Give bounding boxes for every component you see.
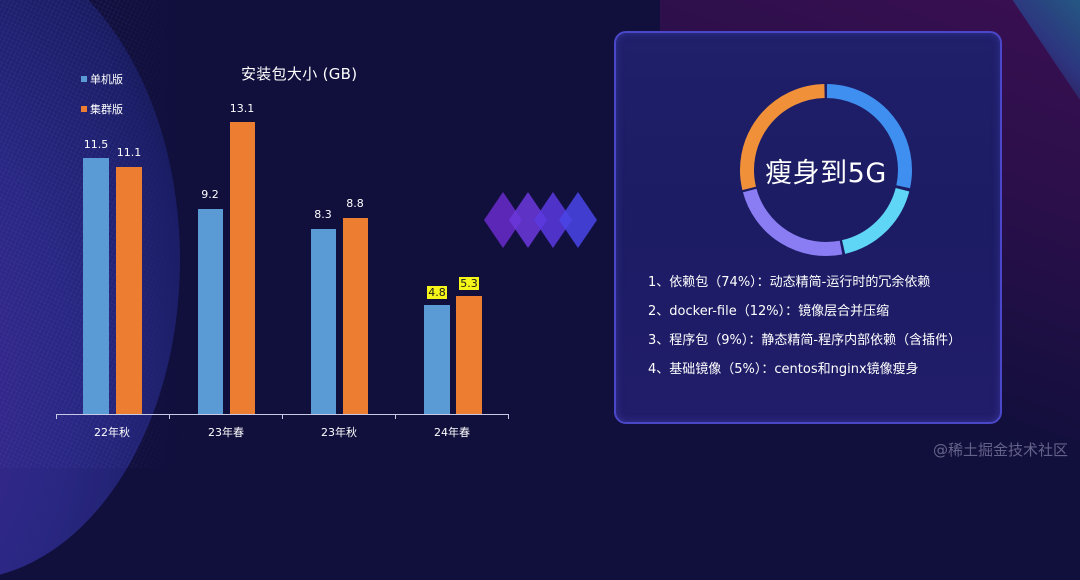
bar-value-label: 13.1 xyxy=(229,102,255,115)
legend-item-cluster: 集群版 xyxy=(81,101,123,117)
slimming-summary-panel: 瘦身到5G 1、依赖包（74%）：动态精简-运行时的冗余依赖 2、docker-… xyxy=(614,31,1002,424)
bar-value-label-highlighted: 4.8 xyxy=(417,286,457,299)
notes-list: 1、依赖包（74%）：动态精简-运行时的冗余依赖 2、docker-file（1… xyxy=(648,268,961,384)
x-axis-label: 23年秋 xyxy=(321,426,357,439)
bar-value-label-highlighted: 5.3 xyxy=(449,277,489,290)
x-axis-tick xyxy=(395,414,396,419)
chart-title: 安装包大小 (GB) xyxy=(241,65,358,83)
note-item: 1、依赖包（74%）：动态精简-运行时的冗余依赖 xyxy=(648,275,931,290)
decorative-diamonds-icon xyxy=(484,192,597,248)
bar-value-label: 11.1 xyxy=(116,146,142,159)
highlight-text: 4.8 xyxy=(427,286,447,299)
install-size-bar-chart: 安装包大小 (GB) 单机版 集群版 11.5 11.1 9.2 13.1 8.… xyxy=(0,0,560,468)
note-item: 3、程序包（9%）：静态精简-程序内部依赖（含插件） xyxy=(648,333,962,348)
bar-value-label: 8.8 xyxy=(346,197,364,210)
x-axis-tick xyxy=(282,414,283,419)
watermark: @稀土掘金技术社区 xyxy=(932,441,1068,459)
bar-cluster-23-spring xyxy=(230,122,255,414)
bar-value-label: 9.2 xyxy=(201,188,219,201)
note-item: 2、docker-file（12%）：镜像层合并压缩 xyxy=(648,304,890,319)
bar-standalone-23-spring xyxy=(198,209,223,414)
bar-value-label: 11.5 xyxy=(83,138,109,151)
x-axis-label: 23年春 xyxy=(208,426,244,439)
bar-standalone-22-autumn xyxy=(83,158,109,414)
legend-swatch-blue xyxy=(81,76,87,82)
diamond-shape xyxy=(559,192,597,248)
legend-label: 单机版 xyxy=(90,73,123,86)
x-axis-tick xyxy=(56,414,57,419)
note-item: 4、基础镜像（5%）：centos和nginx镜像瘦身 xyxy=(648,362,919,377)
donut-chart: 瘦身到5G xyxy=(738,82,914,258)
highlight-text: 5.3 xyxy=(459,277,479,290)
donut-ring-icon xyxy=(740,83,912,256)
bar-standalone-24-spring xyxy=(424,305,450,414)
donut-center-title: 瘦身到5G xyxy=(765,157,887,189)
x-axis-label: 22年秋 xyxy=(94,426,130,439)
bar-value-label: 8.3 xyxy=(314,208,332,221)
legend-label: 集群版 xyxy=(90,103,123,116)
bar-cluster-23-autumn xyxy=(343,218,368,414)
bar-cluster-24-spring xyxy=(456,296,482,414)
legend-swatch-orange xyxy=(81,106,87,112)
x-axis-label: 24年春 xyxy=(434,426,470,439)
legend-item-standalone: 单机版 xyxy=(81,71,123,87)
bar-standalone-23-autumn xyxy=(311,229,336,414)
x-axis-tick xyxy=(508,414,509,419)
bar-cluster-22-autumn xyxy=(116,167,142,414)
x-axis-tick xyxy=(169,414,170,419)
